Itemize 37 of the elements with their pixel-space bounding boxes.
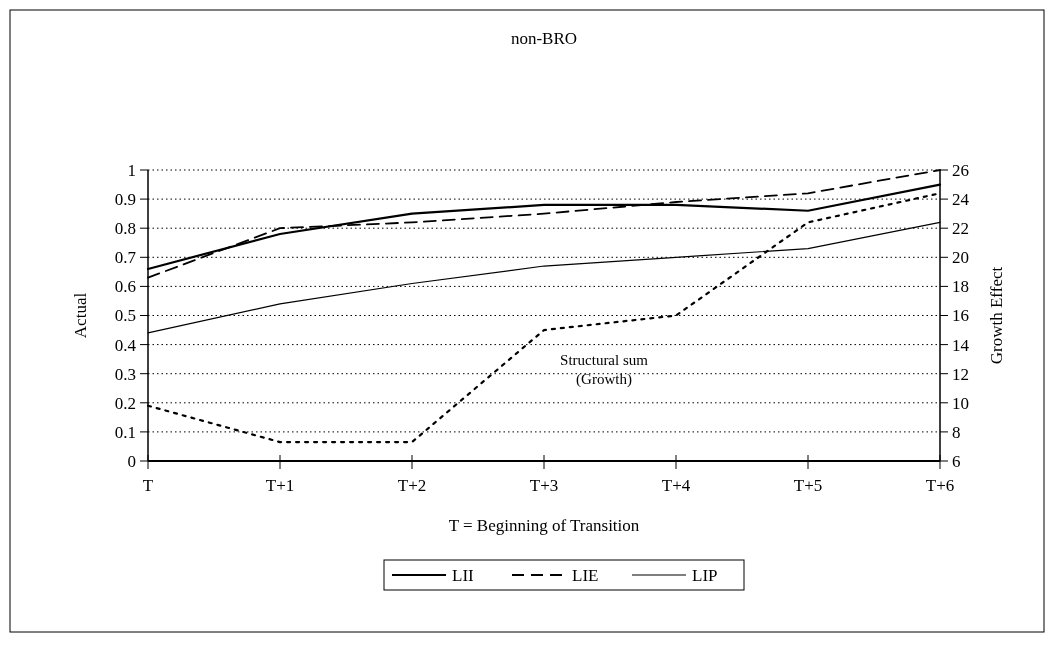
y-tick-label: 1 [127, 160, 136, 180]
y2-tick-label: 12 [952, 364, 969, 384]
y-tick-label: 0.1 [114, 422, 136, 442]
y-tick-label: 0.7 [114, 248, 137, 268]
y-tick-label: 0.3 [114, 364, 136, 384]
y2-tick-label: 14 [952, 335, 970, 355]
y2-tick-label: 24 [952, 190, 970, 210]
x-tick-label: T+1 [265, 476, 295, 495]
x-tick-label: T+6 [925, 476, 955, 495]
y2-tick-label: 16 [952, 306, 969, 326]
x-tick-label: T+2 [397, 476, 427, 495]
y2-tick-label: 26 [952, 160, 969, 180]
y2-tick-label: 22 [952, 219, 969, 239]
y-tick-label: 0.8 [114, 219, 136, 239]
y2-tick-label: 8 [952, 422, 961, 442]
y-tick-label: 0.6 [114, 277, 136, 297]
y2-tick-label: 20 [952, 248, 969, 268]
x-tick-label: T+3 [529, 476, 559, 495]
y-tick-label: 0.4 [114, 335, 137, 355]
y-tick-label: 0.9 [114, 190, 136, 210]
y-tick-label: 0.2 [114, 393, 136, 413]
y2-tick-label: 18 [952, 277, 969, 297]
legend-label: LII [452, 565, 475, 585]
y2-tick-label: 10 [952, 393, 969, 413]
annotation: Structural sum (Growth) [560, 351, 649, 389]
y2-tick-label: 6 [952, 451, 961, 471]
x-tick-label: T+5 [793, 476, 823, 495]
legend-label: LIP [692, 565, 718, 585]
x-tick-label: T [142, 476, 154, 495]
x-tick-label: T+4 [661, 476, 691, 495]
y-axis-title: Actual [71, 292, 90, 339]
y2-axis-title: Growth Effect [987, 266, 1006, 365]
legend-label: LIE [572, 565, 599, 585]
y-tick-label: 0 [127, 451, 136, 471]
x-axis-title: T = Beginning of Transition [448, 516, 640, 535]
chart-title: non-BRO [510, 29, 578, 48]
y-tick-label: 0.5 [114, 306, 136, 326]
